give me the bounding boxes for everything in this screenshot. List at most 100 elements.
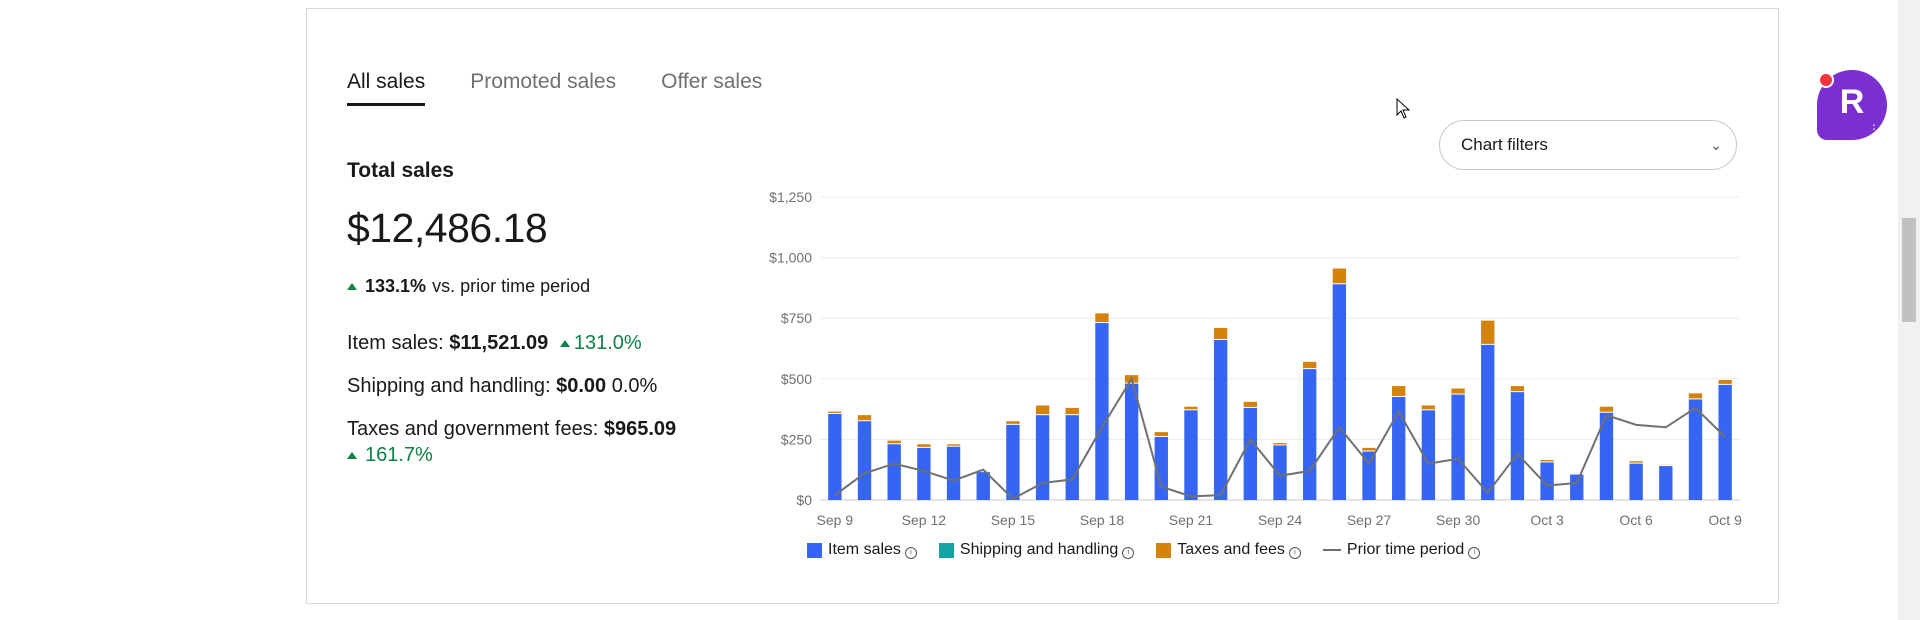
bar-taxes [1481, 320, 1495, 344]
tab-all-sales[interactable]: All sales [347, 70, 426, 106]
bar-item-sales [1718, 384, 1732, 500]
bar-item-sales [917, 447, 931, 500]
legend-item-sales[interactable]: Item sales i [807, 541, 917, 559]
bar-taxes [1451, 388, 1465, 394]
bar-taxes [1243, 401, 1257, 407]
bar-taxes [1629, 461, 1643, 463]
x-tick-label: Oct 9 [1708, 512, 1742, 528]
y-tick-label: $1,250 [769, 189, 812, 205]
scrollbar-thumb[interactable] [1902, 218, 1916, 322]
taxes-change-row: 161.7% [347, 442, 727, 468]
bar-taxes [857, 415, 872, 421]
bar-taxes [1599, 406, 1614, 412]
bar-taxes [1362, 447, 1376, 451]
info-icon[interactable]: i [1122, 547, 1135, 559]
y-tick-label: $750 [781, 310, 812, 326]
arrow-up-icon [347, 283, 357, 290]
prior-period-line [834, 376, 1726, 501]
x-tick-label: Sep 9 [817, 512, 854, 528]
sales-summary: Total sales $12,486.18 133.1% vs. prior … [347, 159, 727, 468]
bar-item-sales [1599, 412, 1614, 500]
bar-taxes [1184, 406, 1198, 410]
chart-legend: Item sales i Shipping and handling i Tax… [807, 541, 1481, 559]
x-tick-label: Oct 6 [1619, 512, 1653, 528]
legend-prior-period[interactable]: Prior time period i [1322, 541, 1481, 559]
bar-item-sales [1570, 474, 1584, 500]
bar-item-sales [1332, 284, 1347, 500]
y-tick-label: $1,000 [769, 250, 812, 266]
arrow-up-icon [347, 451, 357, 459]
chart-filters-dropdown[interactable]: Chart filters ⌄ [1439, 120, 1737, 170]
tab-promoted-sales[interactable]: Promoted sales [470, 70, 617, 93]
bar-taxes [1540, 460, 1554, 462]
bar-taxes [1095, 313, 1109, 323]
legend-shipping[interactable]: Shipping and handling i [938, 541, 1135, 559]
bar-item-sales [976, 472, 990, 500]
prior-period-swatch [1322, 549, 1341, 551]
bar-taxes [1065, 407, 1079, 415]
taxes-metric: Taxes and government fees: $965.09 161.7… [347, 416, 727, 468]
chart-filters-label: Chart filters [1461, 135, 1548, 154]
bar-taxes [1154, 432, 1168, 436]
legend-shipping-label: Shipping and handling [959, 541, 1119, 558]
bar-item-sales [1213, 340, 1228, 500]
bar-item-sales [857, 421, 872, 500]
y-tick-label: $0 [796, 492, 812, 508]
bar-item-sales [1184, 410, 1198, 500]
total-sales-value: $12,486.18 [347, 205, 548, 251]
bar-taxes [946, 444, 961, 446]
taxes-value: $965.09 [603, 418, 677, 440]
info-icon[interactable]: i [904, 547, 917, 559]
legend-prior-label: Prior time period [1346, 541, 1465, 558]
sales-card [306, 8, 1779, 604]
bar-item-sales [1362, 451, 1376, 500]
bar-item-sales [1273, 445, 1287, 500]
legend-taxes[interactable]: Taxes and fees i [1156, 541, 1301, 559]
bar-item-sales [946, 446, 961, 500]
bar-taxes [1332, 268, 1347, 284]
bar-item-sales [1154, 436, 1168, 500]
info-icon[interactable]: i [1288, 547, 1301, 559]
drag-handle-icon[interactable]: ⋮ [1868, 122, 1880, 136]
item-sales-swatch [807, 542, 822, 558]
x-tick-label: Sep 18 [1080, 512, 1125, 528]
bar-item-sales [1629, 463, 1643, 500]
info-icon[interactable]: i [1468, 547, 1481, 559]
bar-item-sales [1065, 415, 1079, 500]
chevron-down-icon: ⌄ [1710, 136, 1722, 153]
bar-taxes [917, 444, 931, 447]
bar-taxes [887, 440, 901, 444]
legend-item-sales-label: Item sales [828, 541, 901, 558]
x-tick-label: Oct 3 [1530, 512, 1564, 528]
item-sales-change: 131.0% [573, 332, 642, 354]
avatar[interactable]: R [1817, 70, 1887, 140]
x-tick-label: Sep 30 [1436, 512, 1481, 528]
shipping-metric: Shipping and handling: $0.00 0.0% [347, 373, 727, 399]
bar-taxes [1035, 405, 1050, 415]
shipping-change: 0.0% [611, 375, 658, 397]
y-tick-label: $250 [781, 431, 812, 447]
shipping-label: Shipping and handling: [347, 375, 551, 397]
tab-offer-sales[interactable]: Offer sales [661, 70, 763, 93]
bar-item-sales [1035, 415, 1050, 500]
bar-taxes [1392, 386, 1406, 396]
bar-item-sales [1421, 410, 1436, 500]
arrow-up-icon [559, 340, 570, 348]
bar-item-sales [1481, 344, 1495, 500]
taxes-label: Taxes and government fees: [347, 418, 599, 440]
taxes-change: 161.7% [365, 444, 433, 466]
total-change-pct: 133.1% [365, 276, 427, 296]
bar-taxes [1006, 421, 1020, 424]
item-sales-label: Item sales: [347, 332, 444, 354]
x-tick-label: Sep 15 [991, 512, 1036, 528]
bar-item-sales [1243, 407, 1257, 500]
item-sales-value: $11,521.09 [449, 332, 549, 354]
bar-item-sales [1095, 323, 1109, 500]
bar-item-sales [1392, 396, 1406, 500]
x-tick-label: Sep 24 [1258, 512, 1303, 528]
shipping-value: $0.00 [556, 375, 607, 397]
bar-taxes [1688, 393, 1703, 399]
bar-item-sales [828, 413, 842, 500]
bar-taxes [1273, 443, 1287, 445]
bar-item-sales [1659, 466, 1673, 500]
